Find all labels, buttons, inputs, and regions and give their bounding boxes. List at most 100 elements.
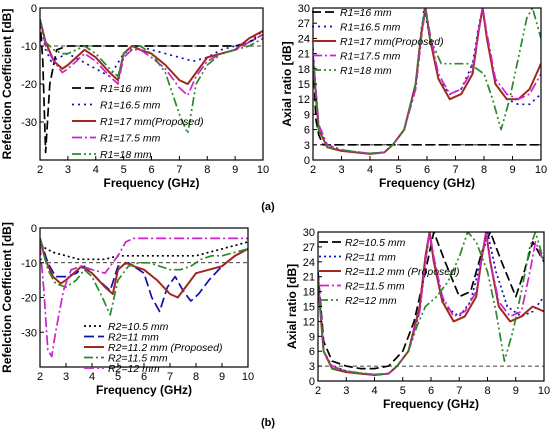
x-tick-label: 2 xyxy=(37,371,43,383)
x-axis-label: Frequency (GHz) xyxy=(96,383,192,397)
x-axis-label: Frequency (GHz) xyxy=(379,176,475,190)
x-tick-label: 9 xyxy=(513,385,519,397)
legend-entry: R2=11 mm xyxy=(108,332,159,344)
x-axis-label: Frequency (GHz) xyxy=(103,176,199,190)
x-tick-label: 2 xyxy=(310,164,316,176)
y-tick-label: -30 xyxy=(21,117,37,129)
x-tick-label: 7 xyxy=(167,371,173,383)
legend-entry: R2=11.2 mm (Proposed) xyxy=(345,266,459,278)
series-group xyxy=(313,8,541,155)
x-tick-label: 9 xyxy=(232,164,238,176)
legend-entry: R2=10.5 mm xyxy=(108,321,169,333)
x-tick-label: 9 xyxy=(219,371,225,383)
series-line-5 xyxy=(40,237,248,358)
x-tick-label: 6 xyxy=(148,164,154,176)
x-tick-label: 6 xyxy=(428,385,434,397)
series-group xyxy=(40,237,248,358)
x-tick-label: 5 xyxy=(395,164,401,176)
x-tick-label: 8 xyxy=(484,385,490,397)
legend-entry: R1=17.5 mm xyxy=(340,51,401,63)
panel-label-b: (b) xyxy=(261,417,275,429)
x-tick-label: 8 xyxy=(204,164,210,176)
x-tick-label: 3 xyxy=(63,371,69,383)
y-tick-label: 12 xyxy=(303,316,315,328)
series-line-3 xyxy=(40,19,263,85)
x-tick-label: 7 xyxy=(176,164,182,176)
y-tick-label: 0 xyxy=(31,3,37,15)
x-tick-label: 7 xyxy=(452,164,458,176)
y-tick-label: 18 xyxy=(298,64,310,76)
y-tick-label: 15 xyxy=(303,302,315,314)
y-tick-label: 30 xyxy=(298,3,310,15)
x-tick-label: 10 xyxy=(538,385,550,397)
legend-entry: R2=12 mm xyxy=(108,363,160,375)
y-tick-label: 9 xyxy=(309,331,315,343)
y-tick-label: 9 xyxy=(304,109,310,121)
y-axis-label: Axial ratio [dB] xyxy=(285,264,299,349)
y-axis-label: Refelction Coefficient [dB] xyxy=(0,222,14,373)
series-line-1 xyxy=(313,53,541,146)
legend-entry: R1=17 mm(Proposed) xyxy=(340,36,444,48)
x-tick-label: 3 xyxy=(343,385,349,397)
x-tick-label: 10 xyxy=(242,371,254,383)
y-tick-label: 6 xyxy=(304,125,310,137)
series-line-5 xyxy=(313,8,541,155)
series-group xyxy=(318,232,544,376)
series-line-1 xyxy=(318,232,544,370)
series-line-2 xyxy=(40,19,263,78)
legend-entry: R1=18 mm xyxy=(340,65,392,77)
series-line-1 xyxy=(40,241,248,261)
y-tick-label: 15 xyxy=(298,79,310,91)
x-tick-label: 5 xyxy=(400,385,406,397)
y-tick-label: -20 xyxy=(21,79,37,91)
series-line-5 xyxy=(40,19,263,135)
x-tick-label: 4 xyxy=(89,371,95,383)
x-tick-label: 6 xyxy=(424,164,430,176)
y-tick-label: 0 xyxy=(31,223,37,235)
x-tick-label: 5 xyxy=(115,371,121,383)
y-tick-label: 0 xyxy=(304,155,310,167)
series-line-4 xyxy=(40,19,263,97)
y-axis-label: Refelction Coefficient [dB] xyxy=(0,9,14,160)
x-tick-label: 8 xyxy=(481,164,487,176)
series-group xyxy=(40,19,263,154)
legend-entry: R2=11.2 mm (Proposed) xyxy=(108,342,222,354)
y-tick-label: 12 xyxy=(298,94,310,106)
y-tick-label: -20 xyxy=(21,293,37,305)
x-tick-label: 7 xyxy=(456,385,462,397)
legend-entry: R1=17.5 mm xyxy=(100,133,161,145)
y-tick-label: -30 xyxy=(21,327,37,339)
legend-entry: R2=11.5 mm xyxy=(345,281,405,293)
legend-entry: R1=16.5 mm xyxy=(340,22,401,34)
y-tick-label: 27 xyxy=(298,18,310,30)
legend: R1=16 mm R1=16.5 mm R1=17 mm(Proposed) R1=1… xyxy=(312,7,444,77)
x-tick-label: 8 xyxy=(193,371,199,383)
series-line-4 xyxy=(313,8,541,155)
legend: R1=16 mm R1=16.5 mm R1=17 mm(Proposed) R1=1… xyxy=(72,83,204,161)
series-line-3 xyxy=(40,238,248,299)
y-tick-label: 21 xyxy=(303,272,315,284)
y-tick-label: 30 xyxy=(303,227,315,239)
chart-1: 2 3 4 5 6 7 8 9 10 0 -10 -20 -30 Frequency (GHz) Refel… xyxy=(0,3,269,190)
x-tick-label: 2 xyxy=(315,385,321,397)
x-tick-label: 2 xyxy=(37,164,43,176)
x-tick-label: 3 xyxy=(338,164,344,176)
y-tick-label: 6 xyxy=(309,346,315,358)
legend-entry: R2=10.5 mm xyxy=(345,237,406,249)
y-tick-label: 24 xyxy=(298,33,310,45)
legend-entry: R1=16.5 mm xyxy=(100,100,161,112)
y-axis-label: Axial ratio [dB] xyxy=(280,41,294,126)
panel-label-a: (a) xyxy=(261,201,275,213)
legend-entry: R1=18 mm xyxy=(100,149,152,161)
x-tick-label: 6 xyxy=(141,371,147,383)
y-tick-label: -10 xyxy=(21,41,37,53)
y-tick-label: 3 xyxy=(309,361,315,373)
series-line-1 xyxy=(40,19,263,154)
x-tick-label: 5 xyxy=(121,164,127,176)
y-tick-label: 24 xyxy=(303,257,315,269)
